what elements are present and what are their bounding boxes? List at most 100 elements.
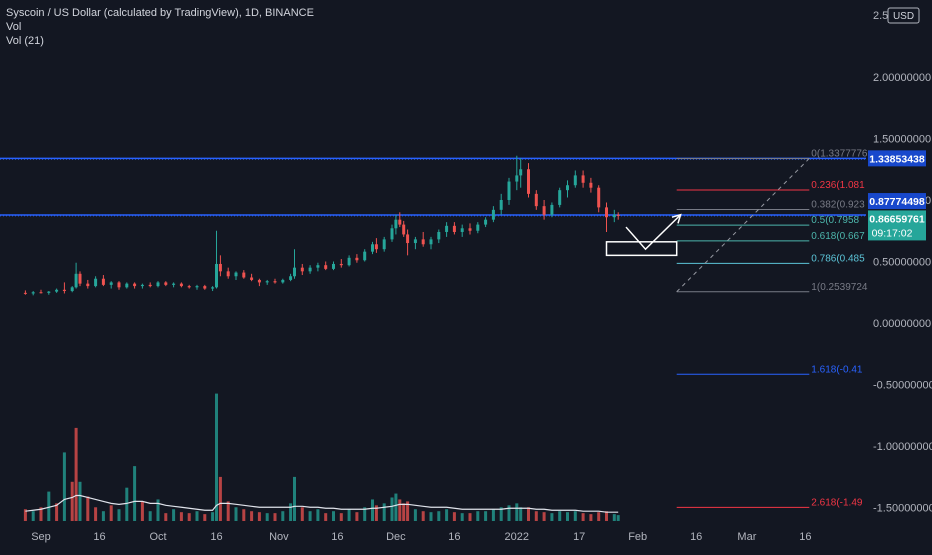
drawings[interactable]	[605, 158, 810, 293]
candle	[507, 177, 511, 205]
candle	[573, 170, 577, 188]
time-axis[interactable]: Sep 16 Oct 16 Nov 16 Dec 16 2022 17 Feb 16 Mar 16	[31, 531, 811, 543]
volume-bars	[23, 393, 620, 521]
candle-body	[507, 181, 511, 200]
candle-body	[347, 257, 351, 266]
candle-body	[612, 214, 616, 218]
candle-body	[316, 265, 320, 268]
price-markers: 1.33853438 0.87774498 0.86659761 09:17:02	[868, 150, 926, 241]
volume-bar	[371, 499, 374, 521]
candle-body	[265, 281, 269, 283]
volume-bar	[374, 505, 378, 521]
candle-body	[515, 175, 519, 182]
candle	[468, 223, 472, 235]
candle	[117, 281, 121, 290]
volume-bar	[86, 496, 90, 521]
candle-body	[374, 244, 378, 250]
x-tick-label: Nov	[269, 531, 289, 543]
volume-bar	[179, 512, 183, 521]
volume-bar	[437, 511, 441, 521]
candle	[179, 282, 183, 288]
y-tick-label: 0.50000000	[873, 257, 931, 269]
fib-level-label: 1(0.2539724	[811, 282, 868, 293]
y-tick-label: 2.5	[873, 10, 888, 22]
candle-body	[484, 219, 488, 225]
candle	[581, 170, 585, 188]
volume-bar	[133, 466, 137, 521]
candle-body	[47, 291, 51, 293]
candle-body	[74, 273, 78, 288]
x-tick-label: 16	[448, 531, 460, 543]
legend-title[interactable]: Syscoin / US Dollar (calculated by Tradi…	[6, 7, 314, 19]
candle	[437, 229, 441, 244]
volume-bar	[293, 476, 296, 521]
candle	[371, 241, 374, 255]
candle	[550, 202, 554, 218]
candle	[390, 224, 394, 242]
candle	[218, 255, 222, 277]
candle	[374, 238, 378, 253]
volume-bar	[527, 507, 530, 521]
price-marker-box	[868, 193, 926, 210]
y-tick-label: 1.50000000	[873, 134, 931, 146]
x-tick-label: 16	[210, 531, 222, 543]
x-tick-label: Dec	[386, 531, 406, 543]
volume-bar	[273, 513, 277, 521]
volume-bar	[581, 513, 585, 521]
volume-bar	[172, 509, 176, 521]
volume-bar	[491, 509, 495, 521]
fib-retracement[interactable]: 0(1.3377776 0.236(1.081 0.382(0.923 0.5(0.7…	[676, 148, 868, 508]
candle	[398, 212, 402, 228]
volume-bar	[300, 507, 304, 521]
x-tick-label: 16	[690, 531, 702, 543]
candle	[612, 209, 616, 223]
volume-ma-line	[25, 494, 619, 513]
candle	[413, 236, 417, 250]
currency-badge[interactable]: USD	[887, 7, 920, 24]
legend-volume[interactable]: Vol	[6, 21, 22, 33]
volume-bar	[94, 507, 98, 521]
volume-ma	[25, 494, 619, 513]
currency-badge-label: USD	[893, 11, 914, 22]
candle	[421, 231, 425, 247]
candle-body	[226, 271, 230, 277]
volume-bar	[109, 505, 113, 521]
candle	[215, 230, 218, 289]
candle-body	[398, 219, 402, 225]
candle-body	[70, 287, 74, 292]
candle	[558, 187, 562, 208]
volume-bar	[573, 511, 577, 521]
volume-bar	[47, 491, 51, 521]
candle	[616, 212, 620, 220]
projected-path-arrowhead	[671, 213, 682, 224]
candle	[156, 281, 160, 288]
volume-bar	[257, 512, 261, 521]
x-tick-label: 16	[93, 531, 105, 543]
volume-bar	[452, 512, 456, 521]
candle-body	[257, 279, 261, 283]
candle-body	[156, 282, 160, 287]
legend-volume-ma[interactable]: Vol (21)	[6, 35, 44, 47]
candle-body	[203, 286, 207, 289]
candle-body	[218, 263, 222, 272]
candle	[148, 282, 152, 288]
volume-bar	[507, 505, 511, 521]
candle-body	[491, 209, 495, 220]
candle	[293, 249, 296, 279]
candle	[476, 222, 480, 234]
volume-bar	[215, 393, 218, 521]
volume-bar	[140, 501, 144, 521]
volume-bar	[382, 503, 386, 521]
candle	[445, 222, 449, 237]
x-tick-label: Sep	[31, 531, 51, 543]
candle-body	[281, 279, 285, 283]
fib-level-label: 0.236(1.081	[811, 180, 865, 191]
candle	[23, 290, 27, 295]
volume-bar	[612, 514, 616, 521]
volume-bar	[148, 511, 152, 521]
candle-body	[390, 228, 394, 240]
volume-bar	[324, 513, 328, 521]
candle	[332, 261, 335, 271]
